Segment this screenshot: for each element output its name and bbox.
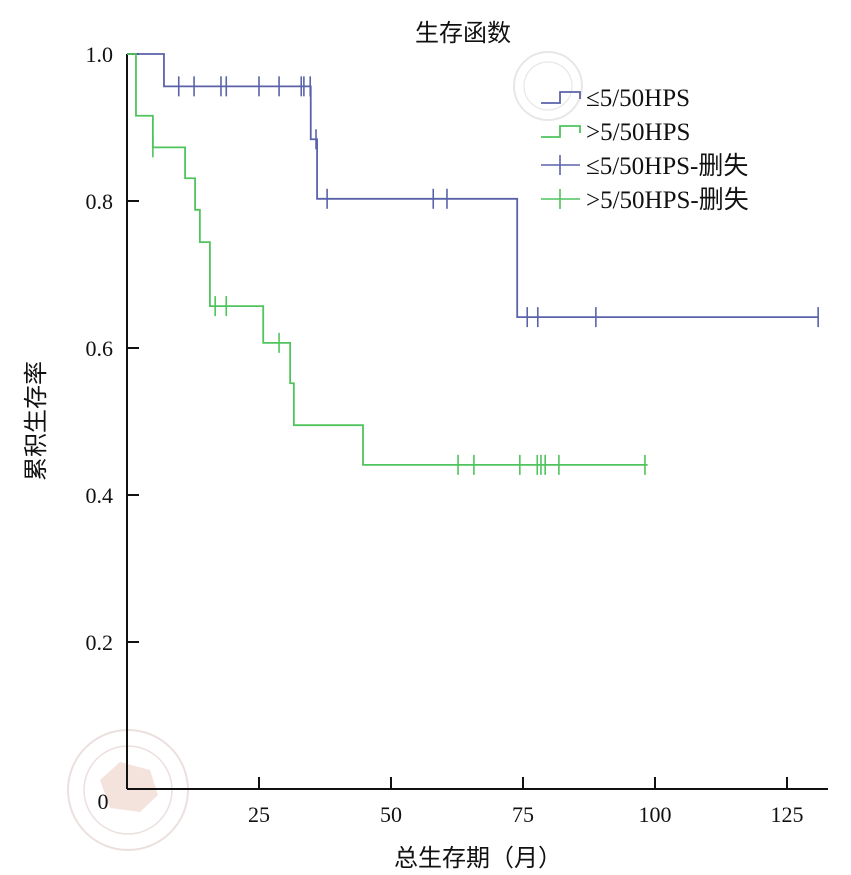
x-tick-label: 75 [512,802,534,827]
survival-curve-series-2 [127,53,648,466]
legend-step-icon [541,125,581,138]
legend-label: >5/50HPS-删失 [586,186,749,214]
legend-label: ≤5/50HPS [586,85,690,112]
x-tick-label: 125 [771,802,804,827]
plot-area [127,53,819,475]
x-tick-label: 50 [380,802,402,827]
legend-label: >5/50HPS [586,119,690,146]
legend-step-icon [541,91,581,104]
y-axis-label: 累积生存率 [23,361,50,481]
legend: ≤5/50HPS >5/50HPS ≤5/50HPS-删失 >5/50HPS-删失 [541,85,749,214]
legend-label: ≤5/50HPS-删失 [586,152,748,180]
x-axis-label: 总生存期（月） [394,845,562,872]
y-tick-label: 0.2 [86,630,114,655]
y-tick-label: 1.0 [86,42,114,67]
survival-curve-series-1 [127,53,819,319]
chart-title: 生存函数 [415,20,511,47]
x-tick-label: 0 [98,789,109,814]
axes: 0.2 0.4 0.6 0.8 1.0 0 25 50 75 100 125 [86,42,828,827]
y-tick-label: 0.6 [86,336,114,361]
y-tick-label: 0.8 [86,189,114,214]
watermark-logo [67,51,583,851]
x-tick-label: 25 [248,802,270,827]
y-tick-label: 0.4 [86,483,114,508]
x-tick-label: 100 [639,802,672,827]
